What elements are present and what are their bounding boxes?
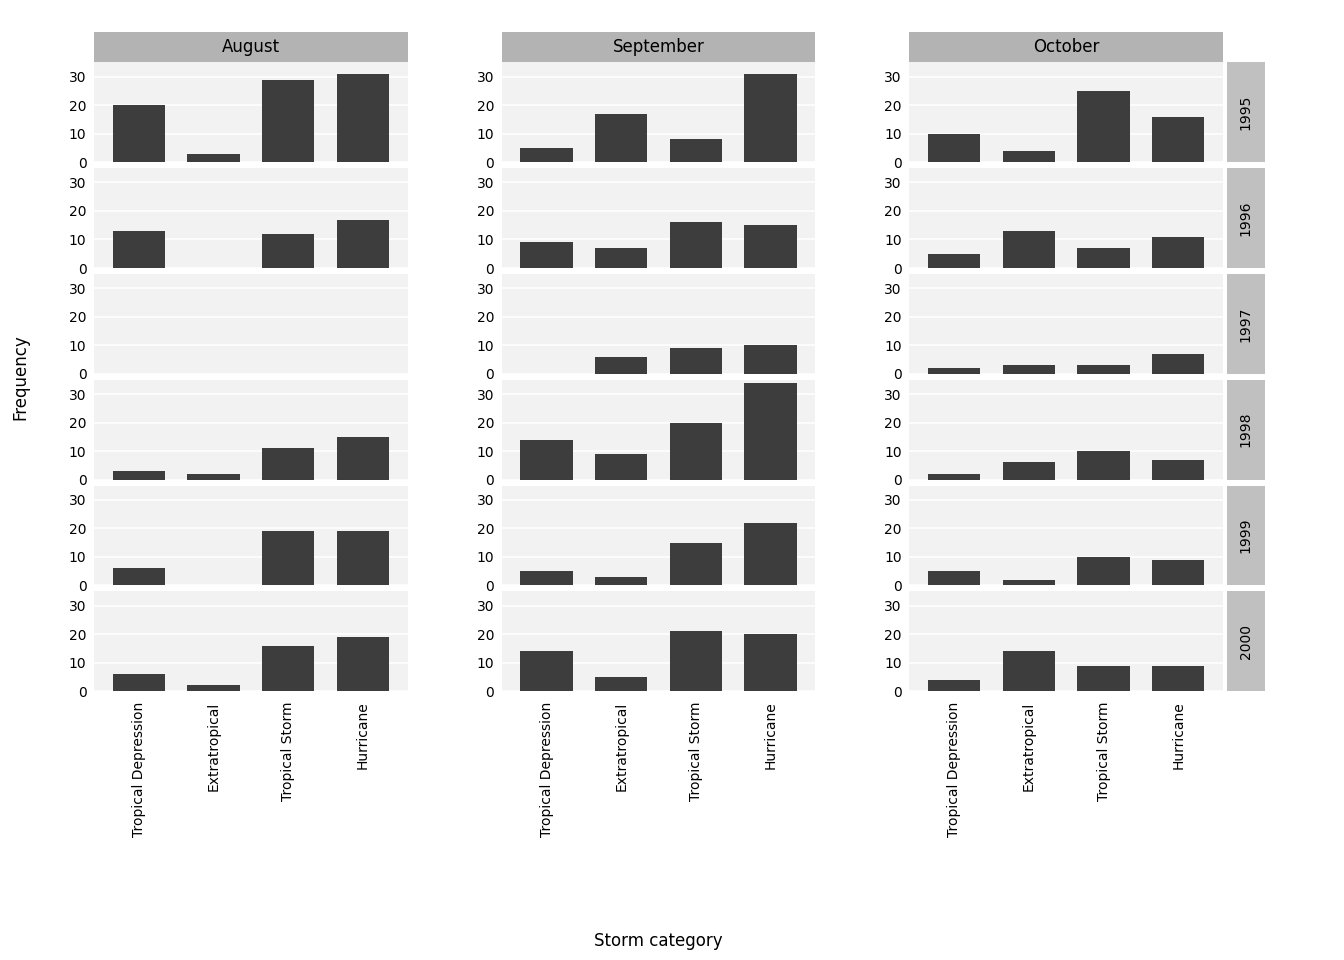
Bar <box>929 133 980 162</box>
Bar <box>520 242 573 268</box>
Bar <box>595 454 648 480</box>
Bar <box>1003 231 1055 268</box>
Bar <box>1152 460 1204 480</box>
Bar <box>745 346 797 373</box>
Bar <box>520 148 573 162</box>
Bar <box>929 474 980 480</box>
Bar <box>1152 116 1204 162</box>
Bar <box>113 231 165 268</box>
Bar <box>669 223 722 268</box>
Text: August: August <box>222 38 280 56</box>
Bar <box>113 106 165 162</box>
Bar <box>745 635 797 691</box>
Bar <box>1003 463 1055 480</box>
Bar <box>1078 91 1130 162</box>
Bar <box>669 632 722 691</box>
Text: 1997: 1997 <box>1239 306 1253 342</box>
Bar <box>262 645 314 691</box>
Bar <box>1003 580 1055 586</box>
Bar <box>1152 665 1204 691</box>
Text: 1999: 1999 <box>1239 517 1253 553</box>
Bar <box>1003 651 1055 691</box>
Bar <box>1003 151 1055 162</box>
Bar <box>1078 665 1130 691</box>
Text: Frequency: Frequency <box>11 334 30 420</box>
Bar <box>1078 365 1130 373</box>
Bar <box>929 571 980 586</box>
Bar <box>929 680 980 691</box>
Bar <box>337 74 388 162</box>
Bar <box>669 139 722 162</box>
Bar <box>520 651 573 691</box>
Text: Storm category: Storm category <box>594 932 723 949</box>
Bar <box>1152 236 1204 268</box>
Bar <box>595 577 648 586</box>
Bar <box>745 226 797 268</box>
Bar <box>745 383 797 480</box>
Text: 1995: 1995 <box>1239 95 1253 130</box>
Bar <box>520 571 573 586</box>
Text: 2000: 2000 <box>1239 624 1253 659</box>
Text: October: October <box>1034 38 1099 56</box>
Text: 1998: 1998 <box>1239 412 1253 447</box>
Bar <box>595 677 648 691</box>
Bar <box>262 234 314 268</box>
Bar <box>669 348 722 373</box>
Text: September: September <box>613 38 704 56</box>
Bar <box>187 685 239 691</box>
Bar <box>187 474 239 480</box>
Bar <box>520 440 573 480</box>
Bar <box>929 368 980 373</box>
Bar <box>595 113 648 162</box>
Bar <box>1152 354 1204 373</box>
Text: 1996: 1996 <box>1239 201 1253 236</box>
Bar <box>262 448 314 480</box>
Bar <box>669 542 722 586</box>
Bar <box>595 357 648 373</box>
Bar <box>113 674 165 691</box>
Bar <box>262 531 314 586</box>
Bar <box>1078 557 1130 586</box>
Bar <box>1078 451 1130 480</box>
Bar <box>113 568 165 586</box>
Bar <box>1003 365 1055 373</box>
Bar <box>337 220 388 268</box>
Bar <box>929 253 980 268</box>
Bar <box>337 637 388 691</box>
Bar <box>1152 560 1204 586</box>
Bar <box>669 422 722 480</box>
Bar <box>113 471 165 480</box>
Bar <box>1078 248 1130 268</box>
Bar <box>745 522 797 586</box>
Bar <box>262 80 314 162</box>
Bar <box>187 154 239 162</box>
Bar <box>745 74 797 162</box>
Bar <box>595 248 648 268</box>
Bar <box>337 437 388 480</box>
Bar <box>337 531 388 586</box>
